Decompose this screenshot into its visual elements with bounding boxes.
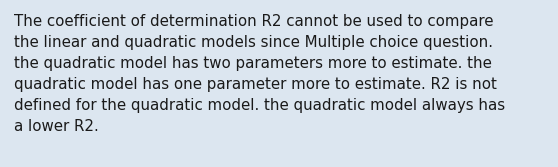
Text: The coefficient of determination R2 cannot be used to compare
the linear and qua: The coefficient of determination R2 cann… bbox=[14, 14, 505, 134]
